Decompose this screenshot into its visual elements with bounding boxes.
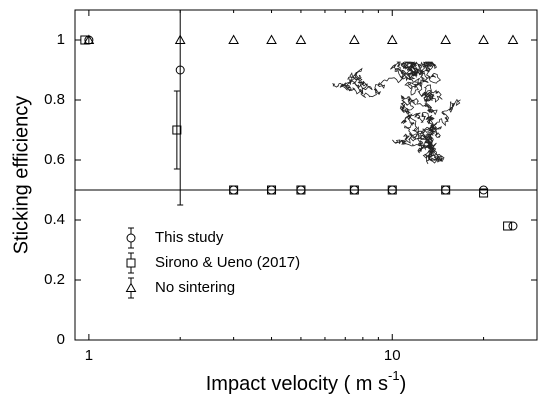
marker-triangle bbox=[507, 34, 519, 44]
marker-triangle bbox=[266, 34, 277, 44]
error-bar-group bbox=[173, 90, 180, 170]
marker-triangle bbox=[228, 34, 239, 44]
x-axis-label-sup: -1 bbox=[388, 368, 400, 383]
marker-circle bbox=[175, 65, 185, 75]
marker-square bbox=[229, 185, 239, 195]
marker-square bbox=[441, 185, 451, 195]
marker-triangle bbox=[83, 34, 95, 44]
marker-square bbox=[172, 125, 182, 135]
legend-label: Sirono & Ueno (2017) bbox=[155, 254, 300, 271]
x-axis-label-main: Impact velocity ( m s bbox=[206, 373, 388, 395]
marker-square bbox=[349, 185, 359, 195]
marker-square bbox=[479, 188, 489, 198]
marker-triangle bbox=[348, 34, 360, 44]
marker-triangle bbox=[440, 34, 452, 44]
x-axis-label: Impact velocity ( m s-1) bbox=[206, 368, 407, 395]
marker-triangle bbox=[478, 34, 489, 44]
plot-frame bbox=[74, 9, 538, 341]
y-tick-label: 0.6 bbox=[44, 151, 65, 168]
aggregate-path bbox=[331, 61, 461, 165]
legend-marker bbox=[126, 258, 136, 268]
marker-square bbox=[503, 221, 513, 231]
aggregate-image bbox=[331, 61, 461, 165]
y-tick-label: 0.2 bbox=[44, 271, 65, 288]
x-tick-label: 10 bbox=[384, 347, 401, 364]
legend-label: No sintering bbox=[155, 279, 235, 296]
y-axis-label: Sticking efficiency bbox=[10, 96, 32, 255]
x-tick-label: 1 bbox=[85, 347, 93, 364]
marker-triangle bbox=[386, 34, 398, 44]
marker-circle bbox=[508, 221, 518, 231]
marker-square bbox=[267, 185, 277, 195]
legend-marker bbox=[125, 282, 137, 292]
error-bar-group bbox=[177, 10, 184, 206]
marker-triangle bbox=[174, 34, 186, 44]
y-tick-label: 0 bbox=[57, 331, 65, 348]
y-tick-label: 1 bbox=[57, 31, 65, 48]
marker-square bbox=[387, 185, 397, 195]
marker-triangle bbox=[295, 34, 307, 44]
x-axis-label-end: ) bbox=[400, 373, 407, 395]
legend-marker bbox=[126, 233, 136, 243]
y-tick-label: 0.8 bbox=[44, 91, 65, 108]
marker-square bbox=[296, 185, 306, 195]
legend-label: This study bbox=[155, 229, 224, 246]
y-tick-label: 0.4 bbox=[44, 211, 65, 228]
